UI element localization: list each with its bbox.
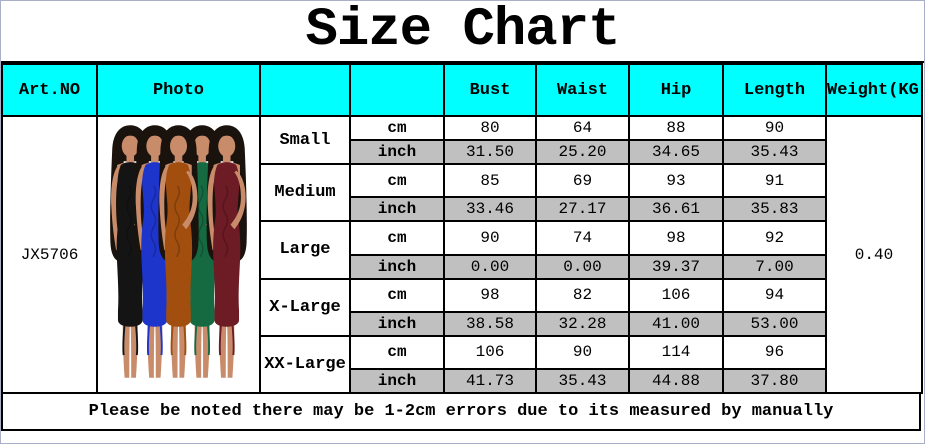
- table-row: X-Large cm 98 82 106 94: [2, 277, 922, 337]
- col-header-bust: Bust: [443, 63, 537, 117]
- table-row: inch 33.46 27.17 36.61 35.83: [2, 196, 922, 223]
- unit-cell: inch: [349, 139, 445, 165]
- length-inch-value: 37.80: [722, 368, 827, 394]
- length-cm-value: 90: [722, 115, 827, 141]
- waist-inch-value: 0.00: [535, 253, 630, 280]
- table-row: inch 0.00 0.00 39.37 7.00: [2, 253, 922, 280]
- note-text: Please be noted there may be 1-2cm error…: [88, 402, 834, 421]
- table-row: JX5706: [1, 115, 923, 394]
- col-header-photo: Photo: [96, 63, 261, 117]
- length-cm-value: 92: [722, 220, 827, 256]
- table-row: XX-Large cm 106 90 114 96: [2, 334, 922, 395]
- waist-cm-value: 74: [535, 220, 630, 256]
- length-inch-value: 7.00: [722, 253, 827, 280]
- model-brown-dress: [157, 124, 200, 379]
- waist-cm-value: 69: [535, 162, 630, 199]
- bust-cm-value: 106: [443, 334, 537, 371]
- col-header-hip: Hip: [628, 63, 724, 117]
- col-header-unit: [349, 63, 445, 117]
- table-row: Medium cm 85 69 93 91: [2, 162, 922, 223]
- title-bar: Size Chart: [1, 1, 924, 63]
- measurement-note: Please be noted there may be 1-2cm error…: [1, 394, 921, 431]
- unit-cell: cm: [349, 115, 445, 141]
- table-row: Large cm 90 74 98 92: [2, 220, 922, 280]
- unit-cell: inch: [349, 253, 445, 280]
- unit-cell: cm: [349, 334, 445, 371]
- unit-cell: inch: [349, 368, 445, 394]
- length-inch-value: 35.43: [722, 139, 827, 165]
- size-label: Small: [259, 115, 351, 165]
- unit-cell: cm: [349, 220, 445, 256]
- hip-inch-value: 36.61: [628, 196, 724, 223]
- hip-inch-value: 41.00: [628, 310, 724, 337]
- art-no-value: JX5706: [1, 115, 98, 394]
- model-maroon-dress: [205, 124, 248, 379]
- size-chart-table: Art.NO Photo Bust Waist Hip Length Weigh…: [1, 63, 923, 395]
- col-header-length: Length: [722, 63, 827, 117]
- header-row: Art.NO Photo Bust Waist Hip Length Weigh…: [1, 63, 923, 117]
- bust-cm-value: 90: [443, 220, 537, 256]
- col-header-waist: Waist: [535, 63, 630, 117]
- hip-cm-value: 88: [628, 115, 724, 141]
- bust-inch-value: 41.73: [443, 368, 537, 394]
- bust-cm-value: 98: [443, 277, 537, 313]
- waist-inch-value: 25.20: [535, 139, 630, 165]
- waist-cm-value: 64: [535, 115, 630, 141]
- length-cm-value: 91: [722, 162, 827, 199]
- waist-cm-value: 90: [535, 334, 630, 371]
- col-header-weight: Weight(KG): [825, 63, 923, 117]
- weight-value: 0.40: [825, 115, 923, 394]
- unit-cell: cm: [349, 277, 445, 313]
- unit-cell: inch: [349, 196, 445, 223]
- waist-cm-value: 82: [535, 277, 630, 313]
- bust-inch-value: 0.00: [443, 253, 537, 280]
- hip-cm-value: 93: [628, 162, 724, 199]
- bust-inch-value: 33.46: [443, 196, 537, 223]
- dress-models-illustration: [109, 124, 248, 379]
- table-row: inch 31.50 25.20 34.65 35.43: [2, 139, 922, 165]
- col-header-art-no: Art.NO: [1, 63, 98, 117]
- bust-inch-value: 38.58: [443, 310, 537, 337]
- bust-cm-value: 80: [443, 115, 537, 141]
- hip-inch-value: 39.37: [628, 253, 724, 280]
- product-photo: [96, 115, 261, 394]
- length-cm-value: 96: [722, 334, 827, 371]
- table-row: inch 38.58 32.28 41.00 53.00: [2, 310, 922, 337]
- size-label: X-Large: [259, 277, 351, 337]
- col-header-size: [259, 63, 351, 117]
- bust-cm-value: 85: [443, 162, 537, 199]
- unit-cell: cm: [349, 162, 445, 199]
- hip-cm-value: 98: [628, 220, 724, 256]
- hip-cm-value: 114: [628, 334, 724, 371]
- waist-inch-value: 35.43: [535, 368, 630, 394]
- hip-inch-value: 34.65: [628, 139, 724, 165]
- hip-cm-value: 106: [628, 277, 724, 313]
- waist-inch-value: 27.17: [535, 196, 630, 223]
- waist-inch-value: 32.28: [535, 310, 630, 337]
- table-row: inch 41.73 35.43 44.88 37.80: [2, 368, 922, 394]
- unit-cell: inch: [349, 310, 445, 337]
- hip-inch-value: 44.88: [628, 368, 724, 394]
- size-label: Medium: [259, 162, 351, 223]
- size-label: XX-Large: [259, 334, 351, 395]
- length-cm-value: 94: [722, 277, 827, 313]
- bust-inch-value: 31.50: [443, 139, 537, 165]
- length-inch-value: 35.83: [722, 196, 827, 223]
- length-inch-value: 53.00: [722, 310, 827, 337]
- size-label: Large: [259, 220, 351, 280]
- page-title: Size Chart: [305, 0, 620, 61]
